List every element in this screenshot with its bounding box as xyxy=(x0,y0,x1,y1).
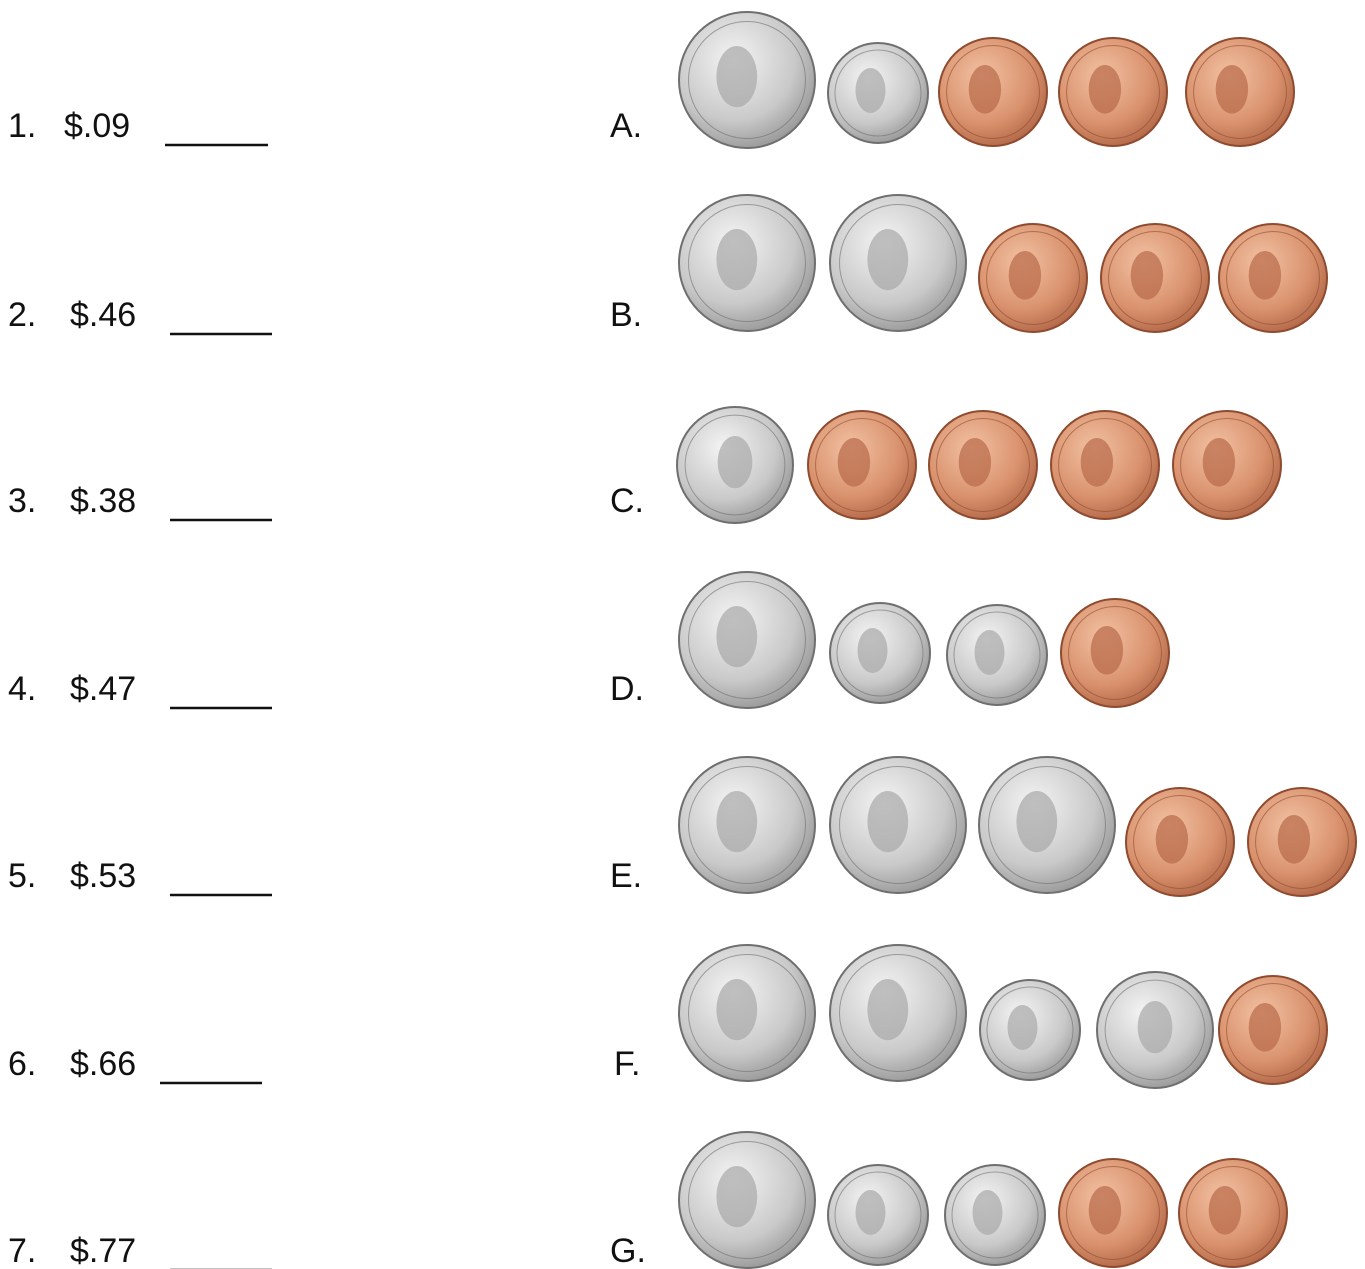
coin xyxy=(980,980,1080,1080)
coin xyxy=(830,195,966,331)
coin-portrait xyxy=(1016,791,1057,852)
coin-portrait xyxy=(718,436,753,488)
coin-portrait xyxy=(867,791,908,852)
coin-portrait xyxy=(716,979,757,1040)
coin-portrait xyxy=(867,979,908,1040)
coin xyxy=(1173,411,1281,519)
coin-portrait xyxy=(716,229,757,290)
problem-amount: $.47 xyxy=(70,670,136,708)
coin-portrait xyxy=(973,1190,1003,1235)
coin xyxy=(1248,788,1356,896)
coin xyxy=(677,407,793,523)
problem-amount: $.66 xyxy=(70,1045,136,1083)
coin xyxy=(1179,1159,1287,1267)
coin-portrait xyxy=(856,1190,886,1235)
coin-portrait xyxy=(969,65,1001,114)
coin-portrait xyxy=(1081,438,1113,487)
problem-number: 7. xyxy=(8,1232,36,1269)
coin xyxy=(830,945,966,1081)
coin-portrait xyxy=(1156,815,1188,864)
coin-portrait xyxy=(959,438,991,487)
coin xyxy=(929,411,1037,519)
coin-portrait xyxy=(1203,438,1235,487)
worksheet: 1. $.09 2. $.46 3. $.38 4. $.47 5. $.53 6. $.66 7. $.… xyxy=(0,0,1365,1269)
coin xyxy=(830,757,966,893)
problem-number: 2. xyxy=(8,296,36,334)
coin xyxy=(1219,224,1327,332)
coin xyxy=(947,605,1047,705)
problem-amount: $.09 xyxy=(64,107,130,145)
coin-portrait xyxy=(1278,815,1310,864)
coin xyxy=(828,43,928,143)
coin-portrait xyxy=(1216,65,1248,114)
coin xyxy=(1219,976,1327,1084)
coin xyxy=(1097,972,1213,1088)
coin-portrait xyxy=(867,229,908,290)
problem-amount: $.46 xyxy=(70,296,136,334)
problem-number: 1. xyxy=(8,107,36,145)
coin-portrait xyxy=(716,606,757,667)
coin-portrait xyxy=(716,1166,757,1227)
coin-portrait xyxy=(858,628,888,673)
coin xyxy=(1126,788,1234,896)
coin-portrait xyxy=(1008,1005,1038,1050)
option-letter: C. xyxy=(610,482,644,520)
coin-portrait xyxy=(1209,1186,1241,1235)
coin xyxy=(979,757,1115,893)
page: {"problems": [ {"number": "1.", "amount"… xyxy=(0,0,1365,1269)
problem-number: 3. xyxy=(8,482,36,520)
coin-portrait xyxy=(1089,1186,1121,1235)
coin-portrait xyxy=(716,46,757,107)
coin xyxy=(939,38,1047,146)
coin-portrait xyxy=(1009,251,1041,300)
coin xyxy=(830,603,930,703)
coin xyxy=(979,224,1087,332)
problem-amount: $.77 xyxy=(70,1232,136,1269)
problem-amount: $.38 xyxy=(70,482,136,520)
coin-portrait xyxy=(716,791,757,852)
coin-portrait xyxy=(838,438,870,487)
coin xyxy=(1059,1159,1167,1267)
coin xyxy=(679,945,815,1081)
problem-number: 6. xyxy=(8,1045,36,1083)
option-letter: A. xyxy=(610,107,642,145)
problem-amount: $.53 xyxy=(70,857,136,895)
option-letter: D. xyxy=(610,670,644,708)
coin xyxy=(945,1165,1045,1265)
coin xyxy=(828,1165,928,1265)
coin xyxy=(679,1132,815,1268)
coin-portrait xyxy=(1138,1001,1173,1053)
coin xyxy=(1059,38,1167,146)
option-letter: B. xyxy=(610,296,642,334)
coin-portrait xyxy=(975,630,1005,675)
coin xyxy=(1186,38,1294,146)
problem-number: 4. xyxy=(8,670,36,708)
coin xyxy=(679,757,815,893)
coin-portrait xyxy=(1091,626,1123,675)
problem-number: 5. xyxy=(8,857,36,895)
coin xyxy=(1051,411,1159,519)
coin-portrait xyxy=(1131,251,1163,300)
option-letter: G. xyxy=(610,1232,646,1269)
coin xyxy=(679,572,815,708)
coin xyxy=(1061,599,1169,707)
option-letter: F. xyxy=(614,1045,640,1083)
coin xyxy=(1101,224,1209,332)
option-letter: E. xyxy=(610,857,642,895)
coin xyxy=(679,195,815,331)
coin-portrait xyxy=(1249,1003,1281,1052)
coin xyxy=(679,12,815,148)
coin-portrait xyxy=(856,68,886,113)
coin xyxy=(808,411,916,519)
coin-portrait xyxy=(1249,251,1281,300)
coin-portrait xyxy=(1089,65,1121,114)
